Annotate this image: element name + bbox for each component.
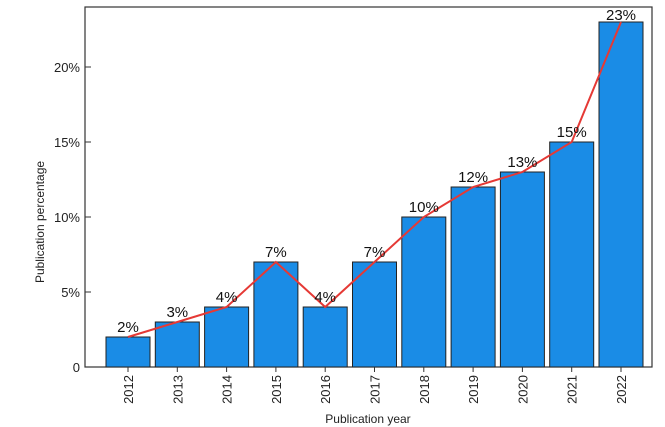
x-axis-ticks: 2012 2013 2014 2015 2016 2017 2018 2019 2020 2021… (121, 367, 629, 404)
bars (105, 21, 644, 368)
y-tick-label: 15% (54, 135, 80, 150)
trend-line (127, 21, 622, 338)
x-axis-title: Publication year (325, 412, 410, 426)
x-tick-label: 2020 (515, 375, 530, 404)
bar-2016 (302, 306, 348, 368)
y-tick-label: 0 (73, 360, 80, 375)
bar-2018 (401, 216, 447, 368)
x-tick-label: 2017 (368, 375, 383, 404)
x-tick-label: 2014 (220, 375, 235, 404)
x-tick-label: 2012 (121, 375, 136, 404)
bar-2015 (253, 261, 299, 368)
bar-2014 (204, 306, 250, 368)
data-labels: 2% 3% 4% 7% 4% 7% 10% 12% 13% 15% 23% (117, 7, 636, 336)
x-tick-label: 2016 (318, 375, 333, 404)
data-label-2015: 7% (265, 244, 287, 261)
x-tick-label: 2018 (417, 375, 432, 404)
bar-2012 (105, 336, 151, 368)
bar-2022 (598, 21, 644, 368)
bar-2013 (154, 321, 200, 368)
x-tick-label: 2013 (170, 375, 185, 404)
data-label-2022: 23% (606, 7, 636, 24)
data-label-2012: 2% (117, 319, 139, 336)
x-tick-label: 2019 (466, 375, 481, 404)
x-tick-label: 2021 (565, 375, 580, 404)
bar-2021 (549, 141, 595, 368)
bar-2020 (499, 171, 545, 368)
data-label-2018: 10% (409, 199, 439, 216)
y-axis-title: Publication percentage (33, 161, 47, 283)
data-label-2021: 15% (557, 124, 587, 141)
y-tick-label: 10% (54, 210, 80, 225)
x-tick-label: 2015 (269, 375, 284, 404)
bar-2017 (352, 261, 397, 368)
y-tick-label: 5% (61, 285, 80, 300)
data-label-2016: 4% (314, 289, 336, 306)
data-label-2014: 4% (216, 289, 238, 306)
y-tick-label: 20% (54, 60, 80, 75)
data-label-2019: 12% (458, 169, 488, 186)
bar-2019 (450, 186, 496, 368)
data-label-2020: 13% (507, 154, 537, 171)
data-label-2013: 3% (166, 304, 188, 321)
y-axis-ticks: 0 5% 10% 15% 20% (54, 60, 91, 375)
x-tick-label: 2022 (614, 375, 629, 404)
data-label-2017: 7% (364, 244, 386, 261)
